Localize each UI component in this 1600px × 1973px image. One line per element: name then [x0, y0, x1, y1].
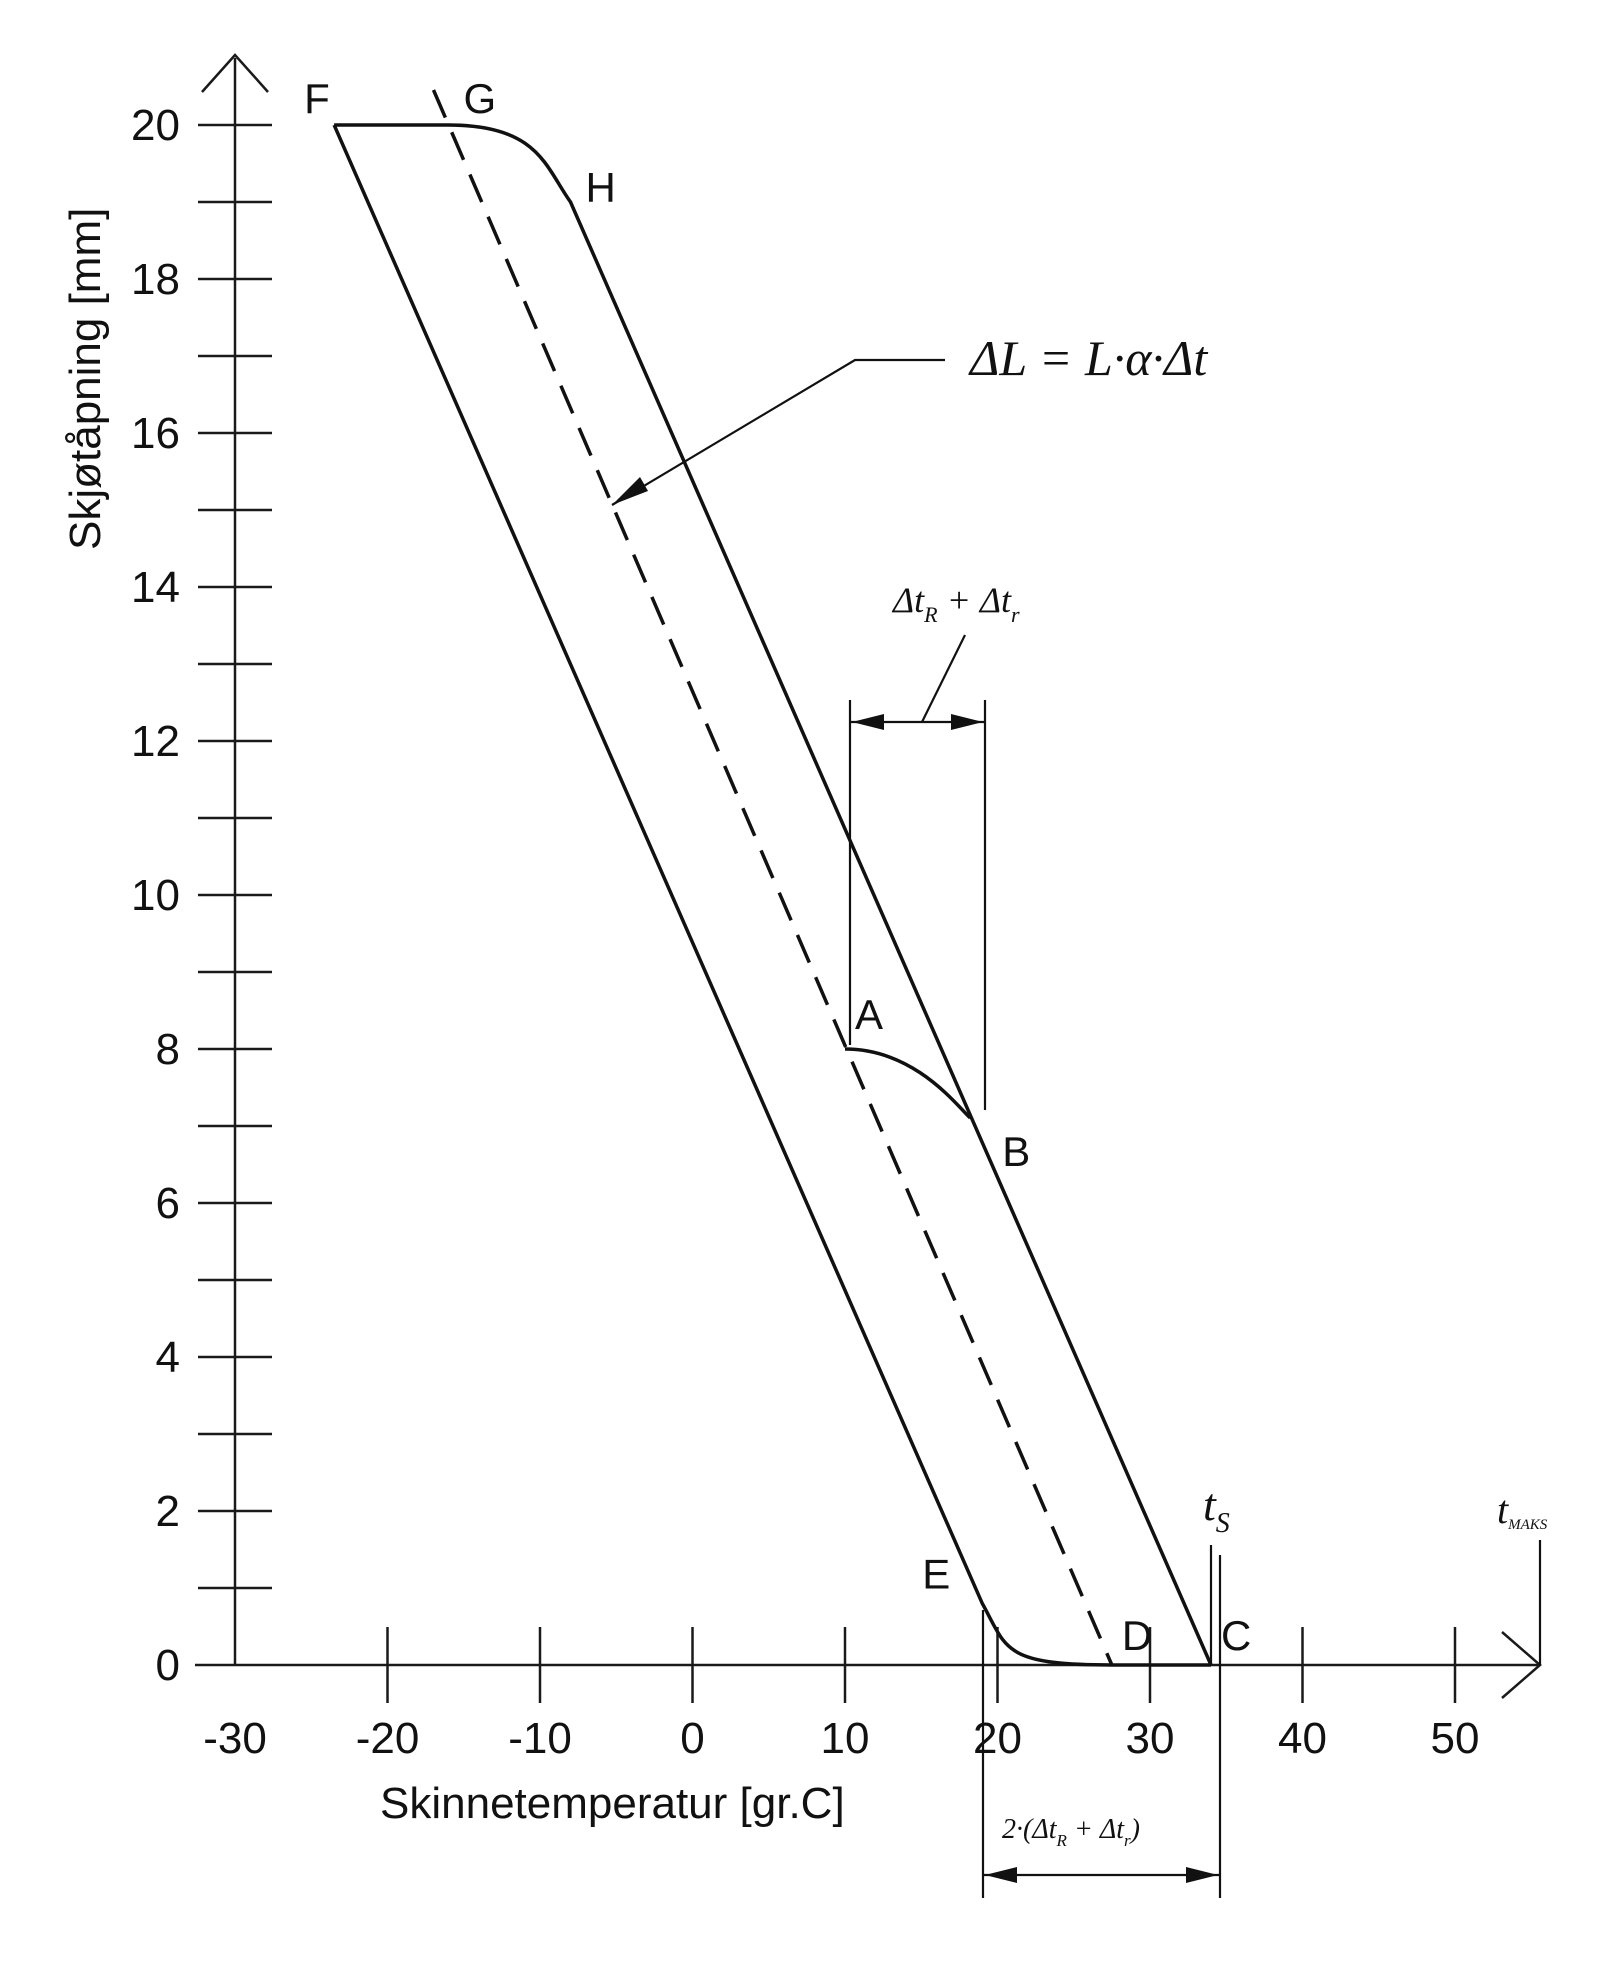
x-tick-label: 40 [1278, 1714, 1327, 1763]
point-label-b: B [1002, 1128, 1030, 1175]
x-tick-label: 0 [680, 1714, 704, 1763]
series-lower-curve [332, 124, 1211, 1667]
y-tick-label: 8 [156, 1025, 180, 1074]
x-axis-title: Skinnetemperatur [gr.C] [380, 1779, 845, 1828]
formula-leader-line [611, 358, 945, 506]
bracket-leader-line [921, 634, 966, 723]
y-tick-label: 4 [156, 1333, 180, 1382]
point-labels: F G H A B C D E [304, 75, 1251, 1659]
point-label-c: C [1221, 1612, 1251, 1659]
bottom-bracket: 2·(ΔtR + Δtr) [981, 1555, 1222, 1898]
y-tick-label: 16 [131, 409, 180, 458]
ts-marker: tS [1203, 1479, 1230, 1539]
series-dashed-line [431, 89, 1114, 1666]
ts-label: tS [1203, 1479, 1230, 1539]
y-ticks: 0 2 4 6 8 10 12 14 16 18 20 [131, 101, 272, 1690]
y-tick-label: 20 [131, 101, 180, 150]
point-label-e: E [922, 1550, 950, 1597]
x-tick-label: 30 [1126, 1714, 1175, 1763]
bottom-bracket-left-arrow-icon [985, 1867, 1017, 1883]
top-bracket: ΔtR + Δtr [848, 580, 1020, 1110]
x-ticks: -30 -20 -10 0 10 20 30 40 50 [203, 1627, 1479, 1763]
bracket-left-arrow-icon [852, 714, 884, 730]
axes [195, 53, 1542, 1699]
formula-text: ΔL = L·α·Δt [968, 330, 1208, 386]
formula-annotation: ΔL = L·α·Δt [611, 330, 1208, 506]
point-label-f: F [304, 75, 330, 122]
x-tick-label: 10 [821, 1714, 870, 1763]
point-label-a: A [855, 991, 883, 1038]
point-label-d: D [1122, 1612, 1152, 1659]
y-axis-title: Skjøtåpning [mm] [61, 208, 110, 550]
formula-arrowhead-icon [612, 477, 648, 505]
bracket-top-label: ΔtR + Δtr [891, 580, 1020, 627]
y-tick-label: 10 [131, 871, 180, 920]
series-ab-curve [844, 1047, 972, 1120]
point-label-g: G [464, 75, 497, 122]
x-tick-label: -10 [508, 1714, 572, 1763]
x-tick-label: -20 [356, 1714, 420, 1763]
bottom-bracket-right-arrow-icon [1186, 1867, 1218, 1883]
x-tick-label: -30 [203, 1714, 267, 1763]
x-tick-label: 20 [973, 1714, 1022, 1763]
tmaks-marker: tMAKS [1497, 1487, 1548, 1665]
y-tick-label: 0 [156, 1641, 180, 1690]
y-tick-label: 14 [131, 563, 180, 612]
point-label-h: H [586, 164, 616, 211]
y-tick-label: 2 [156, 1487, 180, 1536]
series-upper-curve [334, 123, 1213, 1666]
y-axis-arrow-icon [201, 53, 269, 93]
curves [332, 89, 1213, 1667]
y-tick-label: 6 [156, 1179, 180, 1228]
tmaks-label: tMAKS [1497, 1487, 1548, 1533]
y-tick-label: 12 [131, 717, 180, 766]
y-tick-label: 18 [131, 255, 180, 304]
x-tick-label: 50 [1431, 1714, 1480, 1763]
bracket-bottom-label: 2·(ΔtR + Δtr) [1002, 1814, 1140, 1850]
bracket-right-arrow-icon [951, 714, 983, 730]
